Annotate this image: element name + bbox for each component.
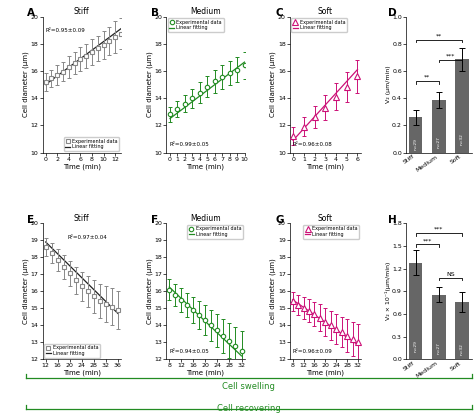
Y-axis label: V₂ × 10⁻¹(μm/min): V₂ × 10⁻¹(μm/min)	[384, 262, 391, 320]
Text: **: **	[424, 75, 430, 80]
Text: E: E	[27, 215, 34, 225]
Text: n=29: n=29	[414, 340, 418, 351]
Bar	[432, 100, 446, 152]
Title: Medium: Medium	[190, 7, 221, 16]
Y-axis label: Cell diameter (μm): Cell diameter (μm)	[146, 259, 153, 324]
X-axis label: Time (min): Time (min)	[306, 163, 344, 170]
Legend: Experimental data, Linear fitting: Experimental data, Linear fitting	[187, 225, 243, 239]
X-axis label: Time (min): Time (min)	[63, 370, 101, 376]
Text: R²=0.97±0.04: R²=0.97±0.04	[68, 235, 108, 240]
Text: NS: NS	[446, 272, 455, 277]
Y-axis label: Cell diameter (μm): Cell diameter (μm)	[23, 52, 29, 117]
Text: **: **	[436, 33, 442, 38]
X-axis label: Time (min): Time (min)	[306, 370, 344, 376]
Y-axis label: Cell diameter (μm): Cell diameter (μm)	[270, 259, 276, 324]
Bar	[455, 302, 469, 359]
Text: n=27: n=27	[437, 342, 441, 354]
Text: A: A	[27, 8, 35, 18]
Title: Stiff: Stiff	[74, 7, 90, 16]
Legend: Experimental data, Linear fitting: Experimental data, Linear fitting	[168, 18, 224, 32]
Text: n=32: n=32	[460, 343, 464, 355]
Bar	[409, 117, 422, 152]
Text: R²=0.96±0.09: R²=0.96±0.09	[293, 349, 332, 354]
X-axis label: Time (min): Time (min)	[186, 370, 224, 376]
Text: G: G	[276, 215, 284, 225]
Text: R²=0.96±0.08: R²=0.96±0.08	[293, 142, 332, 147]
Legend: Experimental data, Linear fitting: Experimental data, Linear fitting	[64, 137, 119, 151]
Bar	[432, 295, 446, 359]
Text: n=29: n=29	[414, 138, 418, 150]
Y-axis label: Cell diameter (μm): Cell diameter (μm)	[146, 52, 153, 117]
Text: Cell recovering: Cell recovering	[217, 404, 281, 413]
Text: ***: ***	[446, 54, 455, 59]
Y-axis label: Cell diameter (μm): Cell diameter (μm)	[23, 259, 29, 324]
Y-axis label: V₂ (μm/min): V₂ (μm/min)	[386, 66, 391, 103]
Text: H: H	[388, 215, 396, 225]
Text: R²=0.95±0.09: R²=0.95±0.09	[46, 28, 85, 33]
Title: Medium: Medium	[190, 214, 221, 223]
Text: R²=0.99±0.05: R²=0.99±0.05	[169, 142, 209, 147]
Legend: Experimental data, Linear fitting: Experimental data, Linear fitting	[44, 344, 100, 358]
Text: D: D	[388, 8, 396, 18]
Title: Soft: Soft	[318, 214, 333, 223]
Text: n=32: n=32	[460, 133, 464, 145]
Y-axis label: Cell diameter (μm): Cell diameter (μm)	[270, 52, 276, 117]
Bar	[455, 59, 469, 152]
Text: C: C	[276, 8, 283, 18]
X-axis label: Time (min): Time (min)	[186, 163, 224, 170]
Text: Cell swelling: Cell swelling	[222, 382, 275, 392]
Title: Stiff: Stiff	[74, 214, 90, 223]
Text: n=27: n=27	[437, 136, 441, 148]
Text: F: F	[151, 215, 158, 225]
Legend: Experimental data, Linear fitting: Experimental data, Linear fitting	[303, 225, 359, 239]
X-axis label: Time (min): Time (min)	[63, 163, 101, 170]
Bar	[409, 263, 422, 359]
Title: Soft: Soft	[318, 7, 333, 16]
Text: ***: ***	[423, 238, 432, 243]
Text: R²=0.94±0.05: R²=0.94±0.05	[169, 349, 209, 354]
Legend: Experimental data, Linear fitting: Experimental data, Linear fitting	[292, 18, 347, 32]
Text: B: B	[151, 8, 159, 18]
Text: ***: ***	[434, 227, 444, 232]
